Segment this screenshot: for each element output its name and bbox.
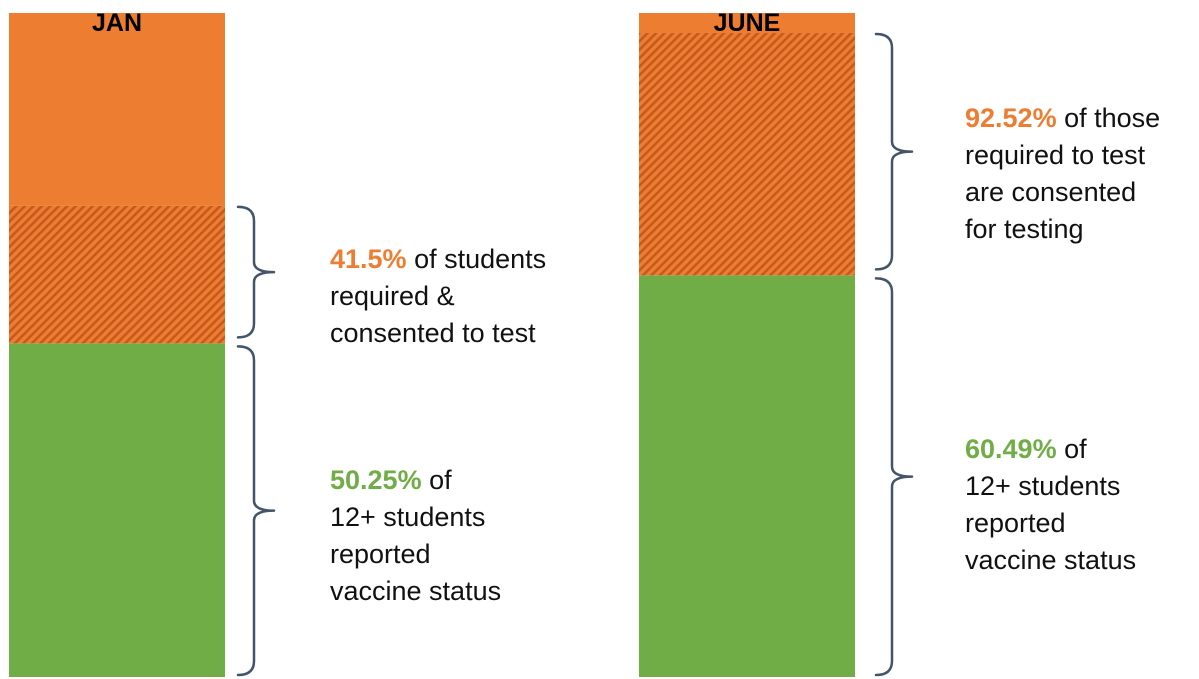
annotation-text: of those <box>1064 103 1161 133</box>
bar-jan-reported-vaccine-status <box>9 343 225 677</box>
annotation-june-vaccine: 60.49% of 12+ students reported vaccine … <box>965 431 1136 579</box>
bracket-june-vaccine <box>874 277 914 677</box>
annotation-jan-vaccine: 50.25% of 12+ students reported vaccine … <box>330 462 501 610</box>
bar-june-reported-vaccine-status <box>639 275 855 677</box>
bar-jan-required-and-consented <box>9 205 225 344</box>
percent-jan-consented: 41.5% <box>330 244 407 274</box>
bar-title-jan: JAN <box>91 9 142 37</box>
bracket-jan-consented <box>236 205 276 339</box>
bar-title-june: JUNE <box>713 9 781 37</box>
bracket-june-consented <box>874 32 914 271</box>
bar-jan-remainder <box>9 13 225 206</box>
annotation-june-consented: 92.52% of those required to test are con… <box>965 100 1160 248</box>
bar-june-remainder <box>639 13 855 33</box>
percent-june-vaccine: 60.49% <box>965 434 1057 464</box>
annotation-text: 12+ students <box>965 471 1121 501</box>
annotation-text: of <box>1064 434 1087 464</box>
percent-jan-vaccine: 50.25% <box>330 465 422 495</box>
percent-june-consented: 92.52% <box>965 103 1057 133</box>
annotation-text: required & <box>330 281 455 311</box>
annotation-text: vaccine status <box>330 576 502 606</box>
annotation-text: 12+ students <box>330 502 486 532</box>
bar-june-required-and-consented <box>639 32 855 276</box>
annotation-text: are consented <box>965 177 1137 207</box>
annotation-text: consented to test <box>330 318 536 348</box>
bracket-jan-vaccine <box>236 345 276 677</box>
annotation-text: reported <box>965 508 1066 538</box>
annotation-text: for testing <box>965 214 1084 244</box>
annotation-text: of <box>429 465 452 495</box>
annotation-text: required to test <box>965 140 1146 170</box>
annotation-text: of students <box>414 244 547 274</box>
annotation-text: reported <box>330 539 431 569</box>
annotation-text: vaccine status <box>965 545 1137 575</box>
annotation-jan-consented: 41.5% of students required & consented t… <box>330 241 546 352</box>
